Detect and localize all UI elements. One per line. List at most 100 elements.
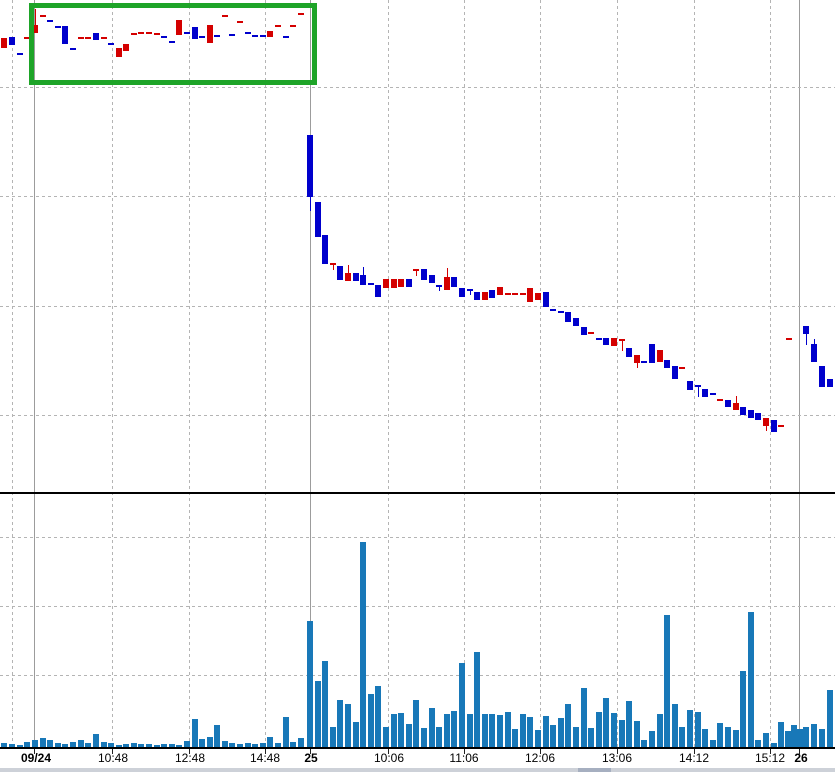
candle: [543, 292, 549, 307]
candle-lower-wick: [765, 426, 767, 431]
candle: [101, 37, 107, 39]
volume-bar: [679, 727, 685, 747]
candle: [489, 290, 495, 298]
volume-bar: [482, 714, 488, 747]
candle: [1, 38, 7, 48]
price-gridline: [0, 87, 835, 88]
candle: [322, 235, 328, 264]
time-gridline: [388, 0, 389, 747]
volume-bar: [672, 704, 678, 747]
volume-bar: [649, 731, 655, 747]
volume-bar: [819, 729, 825, 747]
axis-tick: [265, 749, 266, 754]
axis-label-date: 26: [794, 751, 808, 765]
volume-bar: [260, 743, 266, 747]
grid-layer: [0, 0, 835, 747]
volume-bar: [108, 743, 114, 747]
volume-bar: [436, 727, 442, 747]
volume-bar: [283, 717, 289, 747]
volume-bar: [307, 621, 313, 747]
volume-bar: [641, 740, 647, 747]
candle: [275, 25, 281, 27]
candle-lower-wick: [621, 340, 623, 351]
axis-label-time: 12:06: [524, 751, 556, 765]
axis-tick: [540, 749, 541, 754]
candle: [78, 37, 84, 39]
candle: [482, 292, 488, 300]
candle: [733, 403, 739, 410]
candle: [93, 33, 99, 40]
candle: [573, 318, 579, 326]
candle: [717, 399, 723, 401]
volume-bar: [353, 722, 359, 747]
volume-bar: [603, 698, 609, 747]
scrollbar-thumb[interactable]: [578, 768, 611, 772]
candle: [811, 344, 817, 362]
volume-bar: [345, 704, 351, 747]
axis-tick: [189, 749, 190, 754]
volume-bar: [207, 737, 213, 747]
volume-bar: [791, 725, 797, 747]
candle: [710, 393, 716, 395]
candle: [535, 293, 541, 300]
candle: [740, 407, 746, 415]
time-gridline: [265, 0, 266, 747]
time-gridline: [112, 0, 113, 747]
volume-bar: [811, 724, 817, 747]
volume-bar: [391, 714, 397, 747]
candle: [298, 13, 304, 15]
scrollbar-track[interactable]: [0, 768, 835, 772]
candle: [116, 48, 122, 57]
candle-lower-wick: [469, 290, 471, 295]
candle: [520, 293, 526, 295]
candle: [40, 15, 46, 17]
volume-bar: [360, 542, 366, 747]
axis-label-time: 15:12: [754, 751, 786, 765]
candle: [85, 37, 91, 39]
volume-bar: [93, 734, 99, 747]
candle: [368, 283, 374, 285]
candle: [527, 288, 533, 302]
volume-bar: [687, 710, 693, 747]
axis-tick: [617, 749, 618, 754]
candle: [505, 293, 511, 295]
candle: [307, 135, 313, 197]
volume-bar: [459, 663, 465, 747]
price-pane[interactable]: [0, 0, 835, 492]
volume-bar: [315, 681, 321, 747]
candle-upper-wick: [347, 265, 349, 273]
candle: [199, 36, 205, 38]
candle: [664, 360, 670, 368]
volume-bar: [237, 744, 243, 747]
candle: [695, 385, 701, 387]
axis-tick: [464, 749, 465, 754]
candle: [214, 35, 220, 37]
candle: [398, 279, 404, 287]
volume-bar: [330, 727, 336, 747]
candle: [436, 285, 442, 287]
volume-bar: [85, 743, 91, 747]
volume-bar: [725, 727, 731, 747]
candle: [725, 400, 731, 407]
candle: [467, 289, 473, 291]
candle: [375, 285, 381, 297]
candle: [641, 361, 647, 363]
volume-bar: [337, 700, 343, 747]
volume-pane[interactable]: [0, 494, 835, 747]
annotation-box[interactable]: [29, 3, 317, 85]
volume-bar: [17, 745, 23, 747]
x-axis-line: [0, 747, 835, 749]
candle: [252, 35, 258, 37]
candle: [108, 43, 114, 45]
candle: [763, 418, 769, 426]
volume-bar: [543, 716, 549, 747]
volume-bar: [421, 728, 427, 747]
candle: [748, 410, 754, 418]
candle-upper-wick: [735, 396, 737, 403]
price-gridline: [0, 415, 835, 416]
axis-label-time: 14:48: [249, 751, 281, 765]
volume-bar: [467, 714, 473, 747]
volume-bar: [138, 744, 144, 747]
candle: [55, 26, 61, 28]
